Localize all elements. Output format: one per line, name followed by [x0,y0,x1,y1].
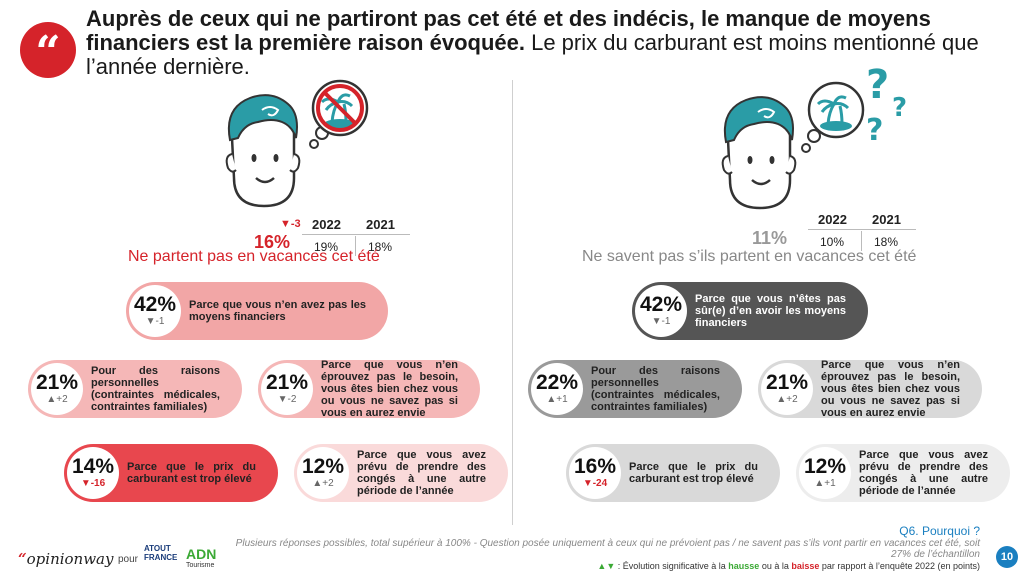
left-year-2022: 2022 [312,217,341,232]
adn-tourisme-logo: ADN Tourisme [186,546,217,569]
quote-icon: “ [20,22,76,78]
right-reason-4: 16% ▼-24 Parce que le prix du carburant e… [566,444,780,502]
right-year-2022: 2022 [818,212,847,227]
arrows-icon: ▲▼ [597,561,616,571]
right-reason-5: 12% ▲+1 Parce que vous avez prévu de pren… [796,444,1010,502]
reason-evolution: ▼-16 [80,478,106,489]
reason-pct: 21% [35,371,79,394]
left-share: 16% [254,232,291,252]
reason-pct: 21% [765,371,809,394]
methodology-note: Plusieurs réponses possibles, total supé… [235,538,980,560]
reason-text: Parce que vous avez prévu de prendre des… [859,449,988,497]
reason-evolution: ▼-1 [145,316,165,327]
left-reason-1: 42% ▼-1 Parce que vous n’en avez pas les … [126,282,388,340]
reason-evolution: ▼-2 [277,394,297,405]
left-value-2022: 19% [314,240,339,254]
svg-text:?: ? [892,93,907,123]
reason-text: Parce que vous avez prévu de prendre des… [357,449,486,497]
left-reason-3: 21% ▼-2 Parce que vous n’en éprouvez pas … [258,359,480,419]
reason-text: Parce que vous n’êtes pas sûr(e) d’en av… [695,293,846,329]
right-reason-3: 21% ▲+2 Parce que vous n’en éprouvez pas … [758,359,982,419]
right-subtitle: Ne savent pas s’ils partent en vacances … [582,248,917,265]
face-no-vacation-icon [225,79,369,208]
right-reason-1: 42% ▼-1 Parce que vous n’êtes pas sûr(e) … [632,282,868,340]
reason-text: Parce que vous n’en avez pas les moyens … [189,299,366,323]
left-subtitle: Ne partent pas en vacances cet été [128,248,380,265]
reason-text: Parce que le prix du carburant est trop … [127,461,256,485]
reason-text: Parce que vous n’en éprouvez pas le beso… [321,359,458,419]
left-value-2021: 18% [368,240,393,254]
reason-evolution: ▲+2 [776,394,798,405]
reason-evolution: ▲+1 [814,478,836,489]
center-divider [512,80,513,525]
reason-pct: 14% [71,455,115,478]
atout-france-logo: ATOUT FRANCE [144,544,178,562]
reason-evolution: ▼-1 [651,316,671,327]
face-undecided-icon: ? ? ? [721,62,907,210]
left-reason-2: 21% ▲+2 Pour des raisons personnelles (co… [28,360,242,418]
svg-text:?: ? [866,113,883,148]
reason-pct: 21% [265,371,309,394]
page-number: 10 [996,546,1018,568]
right-share: 11% [752,228,788,248]
right-value-2021: 18% [874,235,899,249]
reason-pct: 42% [639,293,683,316]
right-year-2021: 2021 [872,212,901,227]
reason-evolution: ▲+2 [312,478,334,489]
left-reason-5: 12% ▲+2 Parce que vous avez prévu de pren… [294,444,508,502]
reason-pct: 22% [535,371,579,394]
question-label: Q6. Pourquoi ? [899,524,980,538]
reason-pct: 42% [133,293,177,316]
right-value-2022: 10% [820,235,845,249]
right-reason-2: 22% ▲+1 Pour des raisons personnelles (co… [528,360,742,418]
reason-text: Pour des raisons personnelles (contraint… [91,365,220,413]
reason-pct: 16% [573,455,617,478]
reason-evolution: ▲+2 [46,394,68,405]
left-reason-4: 14% ▼-16 Parce que le prix du carburant e… [64,444,278,502]
reason-text: Parce que vous n’en éprouvez pas le beso… [821,359,960,419]
reason-text: Parce que le prix du carburant est trop … [629,461,758,485]
headline: Auprès de ceux qui ne partiront pas cet … [86,6,979,79]
reason-evolution: ▼-24 [582,478,608,489]
reason-text: Pour des raisons personnelles (contraint… [591,365,720,413]
left-evolution: ▼-3 [280,218,301,230]
pour-label: pour [118,554,139,565]
opinionway-logo: “opinionway [18,550,114,568]
reason-pct: 12% [803,455,847,478]
svg-text:?: ? [866,62,889,108]
reason-pct: 12% [301,455,345,478]
evolution-legend: ▲▼ : Évolution significative à la hausse… [597,561,980,571]
left-year-2021: 2021 [366,217,395,232]
reason-evolution: ▲+1 [546,394,568,405]
